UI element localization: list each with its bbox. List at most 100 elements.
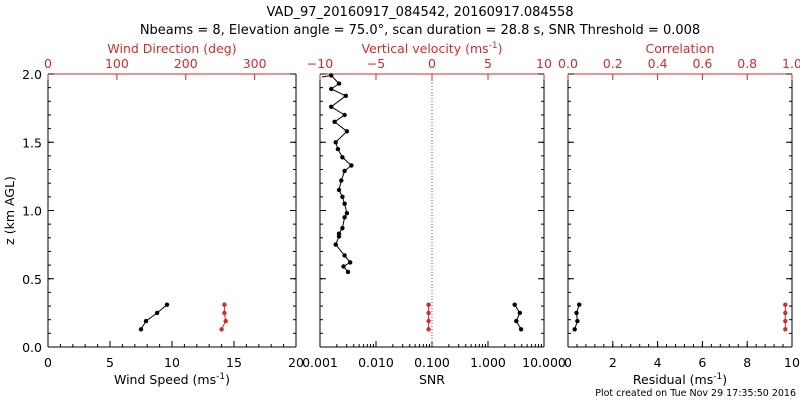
plot-footer: Plot created on Tue Nov 29 17:35:50 2016: [595, 388, 796, 399]
data-point: [223, 318, 228, 324]
x2-tick-label: 200: [174, 56, 198, 71]
x2-tick-label: 0: [44, 56, 52, 71]
data-point: [518, 327, 524, 332]
series-line: [574, 304, 580, 330]
data-point: [783, 327, 788, 332]
x2-tick-label: 100: [105, 56, 129, 71]
x2-tick-label: 1.0: [782, 56, 800, 71]
x2-tick-label: 0.6: [692, 56, 712, 71]
x2-tick-label: 300: [243, 56, 267, 71]
data-point: [329, 104, 334, 110]
x2-tick-label: 0.0: [558, 56, 578, 71]
data-point: [426, 327, 431, 332]
data-point: [332, 119, 337, 125]
data-point: [336, 187, 342, 193]
x2-tick-label: −5: [367, 56, 385, 71]
panel-snr: 0.001 0.010 0.100 1.000 10.000 −10 −5 0 5 10 SNR Ve…: [302, 41, 566, 387]
x-axis-label: Residual (ms-1): [633, 372, 727, 387]
data-point: [426, 310, 431, 316]
series-line: [221, 304, 227, 330]
data-point: [154, 310, 160, 316]
x2-axis-label: Vertical velocity (ms-1): [361, 41, 502, 56]
x-tick-label: 0.010: [358, 355, 394, 370]
y-tick-label: 1.0: [22, 204, 42, 219]
data-point: [517, 310, 522, 316]
y-tick-label: 1.5: [22, 135, 42, 150]
x-tick-label: 0: [44, 355, 52, 370]
data-point: [329, 86, 334, 92]
data-point: [344, 129, 350, 134]
x-tick-label: 1.000: [470, 355, 506, 370]
figure-title: VAD_97_20160917_084542, 20160917.084558: [267, 5, 574, 20]
data-point: [336, 231, 342, 236]
data-point: [783, 310, 788, 316]
data-point: [222, 310, 227, 316]
panel-residual: 0 2 4 6 8 10 0.0 0.2 0.4 0.6 0.8 1.0 Residual (ms-1)…: [558, 41, 800, 387]
data-point: [572, 327, 577, 332]
x-tick-label: 2: [609, 355, 617, 370]
x2-tick-label: −10: [307, 56, 333, 71]
data-point: [783, 318, 788, 324]
data-point: [344, 211, 350, 216]
y-axis-label: z (km AGL): [2, 176, 17, 245]
data-point: [138, 327, 144, 332]
series-line: [321, 74, 353, 273]
x-tick-label: 4: [654, 355, 662, 370]
data-point: [143, 318, 149, 324]
data-point: [426, 302, 431, 307]
figure-subtitle: Nbeams = 8, Elevation angle = 75.0°, sca…: [140, 23, 700, 38]
x-tick-label: 8: [743, 355, 751, 370]
data-point: [333, 140, 338, 145]
x2-axis-label: Wind Direction (deg): [107, 41, 236, 56]
series-line: [514, 304, 522, 330]
data-point: [514, 318, 519, 324]
y-tick-label: 2.0: [22, 67, 42, 82]
data-point: [340, 226, 345, 231]
x-tick-label: 0.001: [302, 355, 338, 370]
data-point: [339, 178, 344, 183]
x-tick-label: 10: [164, 355, 180, 370]
data-point: [219, 327, 224, 332]
x-tick-label: 5: [106, 355, 114, 370]
data-point: [335, 146, 341, 152]
x-axis-label: Wind Speed (ms-1): [114, 372, 230, 387]
data-point: [342, 215, 347, 220]
data-point: [340, 155, 345, 160]
x2-axis-label: Correlation: [646, 41, 715, 56]
data-point: [342, 201, 347, 206]
data-point: [342, 112, 347, 118]
data-point: [222, 302, 227, 307]
data-point: [343, 93, 348, 99]
data-point: [336, 81, 342, 86]
data-point: [512, 302, 517, 307]
x-axis-label: SNR: [419, 372, 445, 387]
x-tick-label: 10.000: [522, 355, 566, 370]
data-point: [575, 318, 580, 324]
data-point: [426, 318, 431, 324]
data-point: [574, 310, 579, 316]
x-tick-label: 0: [564, 355, 572, 370]
x-tick-label: 20: [288, 355, 304, 370]
data-point: [783, 302, 788, 307]
data-point: [340, 194, 345, 199]
x-tick-label: 15: [226, 355, 242, 370]
x-tick-label: 0.100: [414, 355, 450, 370]
data-point: [333, 242, 338, 247]
x2-tick-label: 0.4: [648, 56, 668, 71]
x-tick-label: 6: [698, 355, 706, 370]
y-tick-label: 0.0: [22, 340, 42, 355]
x2-tick-label: 10: [536, 56, 552, 71]
data-point: [329, 73, 334, 78]
x2-tick-label: 0.8: [737, 56, 757, 71]
y-tick-label: 0.5: [22, 272, 42, 287]
x2-tick-label: 0.2: [603, 56, 623, 71]
data-point: [577, 302, 582, 307]
x2-tick-label: 0: [428, 56, 436, 71]
data-point: [164, 302, 170, 307]
data-point: [342, 253, 347, 258]
series-line: [140, 304, 168, 330]
data-point: [341, 264, 346, 269]
x2-tick-label: 5: [484, 56, 492, 71]
